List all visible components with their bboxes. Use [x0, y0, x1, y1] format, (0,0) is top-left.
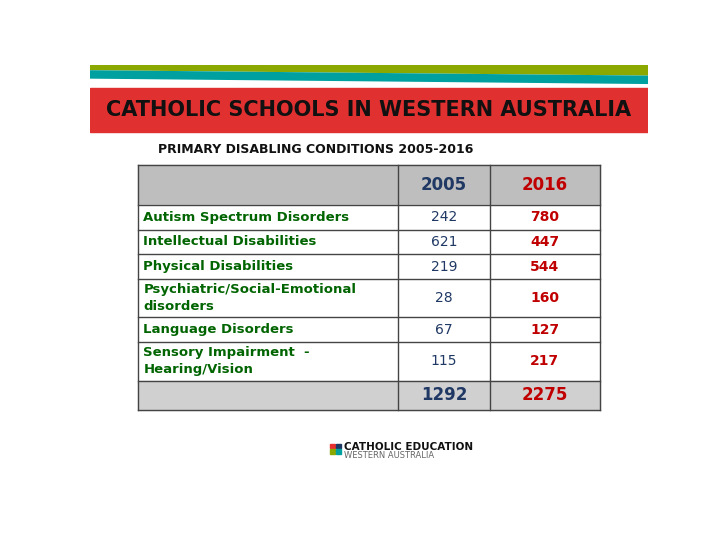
Bar	[336, 444, 341, 448]
Text: 2275: 2275	[522, 386, 568, 404]
Bar	[138, 342, 600, 381]
Text: 217: 217	[531, 354, 559, 368]
Text: 127: 127	[531, 323, 559, 336]
Text: PRIMARY DISABLING CONDITIONS 2005-2016: PRIMARY DISABLING CONDITIONS 2005-2016	[158, 143, 474, 156]
Text: 219: 219	[431, 260, 457, 274]
Bar	[138, 279, 600, 318]
Bar	[330, 449, 335, 454]
Bar	[138, 230, 600, 254]
Text: 621: 621	[431, 235, 457, 249]
Text: Physical Disabilities: Physical Disabilities	[143, 260, 294, 273]
Bar	[138, 254, 600, 279]
Bar	[138, 381, 600, 410]
Text: Psychiatric/Social-Emotional
disorders: Psychiatric/Social-Emotional disorders	[143, 283, 356, 313]
Polygon shape	[90, 65, 648, 76]
Bar	[138, 165, 600, 205]
Text: 780: 780	[531, 210, 559, 224]
Text: CATHOLIC SCHOOLS IN WESTERN AUSTRALIA: CATHOLIC SCHOOLS IN WESTERN AUSTRALIA	[107, 100, 631, 120]
Text: 28: 28	[436, 291, 453, 305]
Text: WESTERN AUSTRALIA: WESTERN AUSTRALIA	[344, 451, 434, 460]
Bar	[90, 88, 648, 132]
Text: 160: 160	[531, 291, 559, 305]
Text: CATHOLIC EDUCATION: CATHOLIC EDUCATION	[344, 442, 473, 453]
Bar	[336, 449, 341, 454]
Text: 115: 115	[431, 354, 457, 368]
Text: 242: 242	[431, 210, 457, 224]
Text: 544: 544	[531, 260, 559, 274]
Text: Sensory Impairment  -
Hearing/Vision: Sensory Impairment - Hearing/Vision	[143, 346, 310, 376]
Text: 2005: 2005	[421, 176, 467, 194]
Text: 2016: 2016	[522, 176, 568, 194]
Polygon shape	[90, 70, 648, 84]
Text: 447: 447	[531, 235, 559, 249]
Bar	[138, 318, 600, 342]
Text: 1292: 1292	[421, 386, 467, 404]
Text: Language Disorders: Language Disorders	[143, 323, 294, 336]
Bar	[330, 444, 335, 448]
Text: Autism Spectrum Disorders: Autism Spectrum Disorders	[143, 211, 350, 224]
Text: Intellectual Disabilities: Intellectual Disabilities	[143, 235, 317, 248]
Text: 67: 67	[436, 323, 453, 336]
Bar	[138, 205, 600, 229]
